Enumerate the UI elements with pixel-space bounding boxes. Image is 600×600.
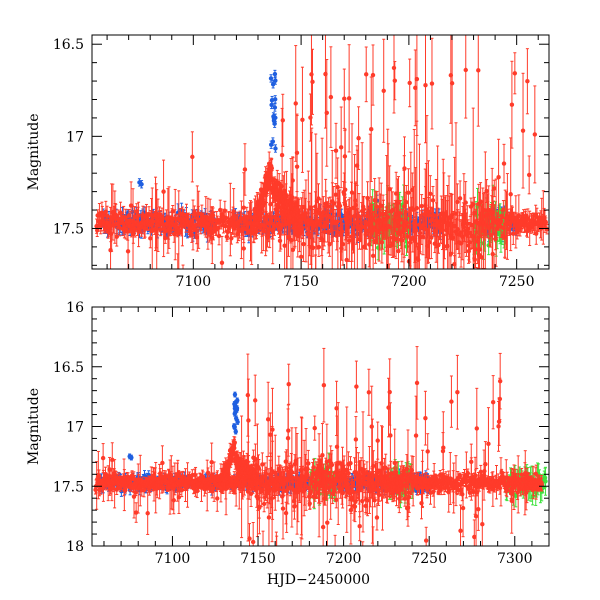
red-data-point xyxy=(223,215,229,221)
red-data-point xyxy=(427,240,432,245)
red-data-point xyxy=(331,201,336,206)
red-data-point xyxy=(131,231,136,237)
red-data-point xyxy=(374,204,380,209)
red-data-point xyxy=(373,239,378,244)
red-data-point xyxy=(430,198,436,203)
red-data-point xyxy=(229,236,234,241)
red-data-point xyxy=(231,209,236,214)
red-data-point xyxy=(142,226,148,231)
red-data-point xyxy=(210,213,216,218)
red-data-point xyxy=(310,245,316,250)
red-data-point xyxy=(379,203,384,209)
red-data-point xyxy=(393,236,399,242)
red-data-point xyxy=(333,192,338,197)
red-data-point xyxy=(455,199,460,205)
red-data-point xyxy=(290,247,296,252)
red-data-point xyxy=(373,213,379,218)
red-data-point xyxy=(321,210,326,215)
red-data-point xyxy=(404,199,409,205)
red-data-point xyxy=(404,220,410,226)
red-data-point xyxy=(277,238,283,243)
red-data-point xyxy=(301,241,306,247)
red-data-point xyxy=(114,234,119,239)
red-data-point xyxy=(151,219,156,224)
red-data-point xyxy=(194,235,199,240)
red-data-point xyxy=(282,243,287,248)
red-data-point xyxy=(370,253,376,258)
red-data-point xyxy=(396,248,401,254)
red-data-point xyxy=(337,203,343,209)
red-data-point xyxy=(435,220,441,225)
red-data-point xyxy=(316,244,322,250)
red-data-point xyxy=(298,254,304,260)
red-data-point xyxy=(356,219,361,224)
red-data-point xyxy=(425,243,431,249)
red-data-point xyxy=(316,196,321,201)
red-data-point xyxy=(347,238,352,244)
red-data-point xyxy=(370,217,375,222)
red-data-point xyxy=(132,214,137,220)
red-data-point xyxy=(322,229,328,234)
red-data-point xyxy=(367,242,372,247)
red-data-point xyxy=(315,219,321,224)
red-data-point xyxy=(414,228,419,233)
red-data-point xyxy=(406,190,411,195)
plot-area xyxy=(94,35,549,269)
red-data-point xyxy=(405,234,410,239)
red-data-point xyxy=(325,219,330,225)
red-data-point xyxy=(335,230,341,235)
red-data-point xyxy=(436,242,441,248)
red-data-point xyxy=(126,213,132,218)
red-data-point xyxy=(429,235,434,240)
red-data-point xyxy=(177,228,182,233)
red-data-point xyxy=(216,233,222,239)
red-data-point xyxy=(419,203,424,209)
red-data-point xyxy=(342,192,347,197)
red-data-point xyxy=(428,191,433,197)
red-data-point xyxy=(148,236,153,241)
red-data-point xyxy=(365,195,370,201)
red-data-point xyxy=(340,241,346,247)
red-data-point xyxy=(379,240,385,245)
red-data-point xyxy=(241,205,246,210)
red-data-point xyxy=(263,216,269,222)
red-data-point xyxy=(457,196,463,201)
red-data-point xyxy=(288,237,294,243)
red-data-point xyxy=(414,205,420,211)
